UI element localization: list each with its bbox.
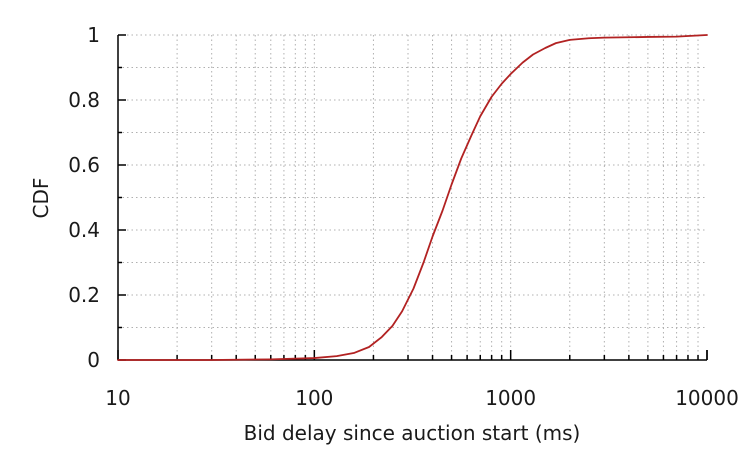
x-tick-label: 10 bbox=[105, 386, 130, 410]
y-tick-label: 1 bbox=[87, 23, 100, 47]
grid-layer bbox=[118, 34, 707, 360]
y-tick-label: 0 bbox=[87, 348, 100, 372]
y-tick-label: 0.4 bbox=[68, 218, 100, 242]
x-tick-label: 100 bbox=[295, 386, 333, 410]
y-tick-label: 0.2 bbox=[68, 283, 100, 307]
tick-layer: 0 0.2 0.4 0.6 0.8 1 10 100 1000 10000 bbox=[68, 23, 739, 410]
x-axis-title: Bid delay since auction start (ms) bbox=[244, 421, 581, 445]
cdf-series-line bbox=[117, 34, 708, 361]
y-tick-label: 0.8 bbox=[68, 88, 100, 112]
series-layer bbox=[117, 34, 708, 361]
x-tick-label: 10000 bbox=[675, 386, 739, 410]
y-tick-label: 0.6 bbox=[68, 153, 100, 177]
y-axis-title: CDF bbox=[29, 178, 53, 219]
x-tick-label: 1000 bbox=[485, 386, 536, 410]
